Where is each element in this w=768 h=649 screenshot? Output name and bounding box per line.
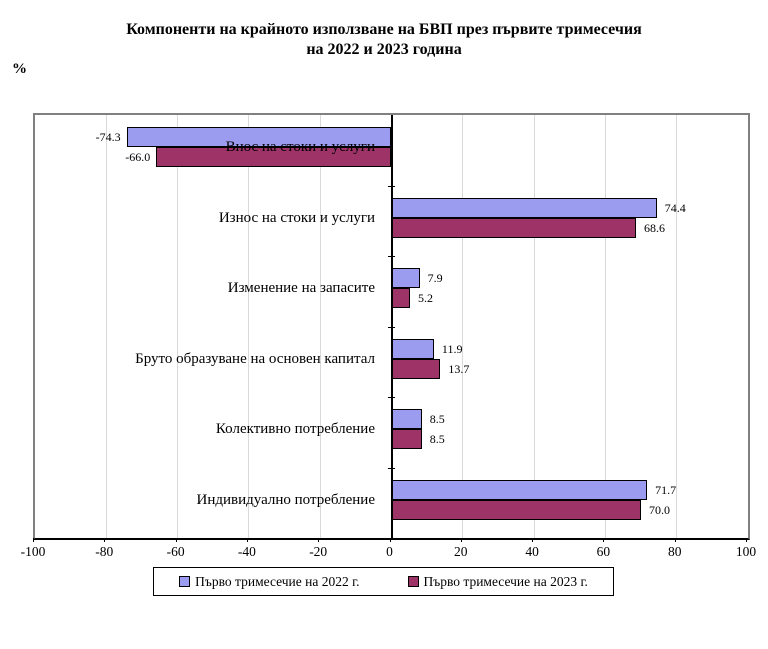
chart-title: Компоненти на крайното използване на БВП… [0, 20, 768, 60]
category-axis-tick [387, 397, 395, 398]
x-axis-tick-label: -20 [309, 544, 328, 559]
bar-q1-2022 [391, 338, 434, 359]
bar-value-label: 74.4 [664, 200, 686, 215]
x-axis-tickmark [246, 538, 248, 542]
chart-title-line1: Компоненти на крайното използване на БВП… [126, 21, 642, 38]
gridline-80 [676, 115, 678, 538]
x-axis-tick-label: 100 [735, 544, 757, 559]
category-label: Внос на стоки и услуги [225, 139, 375, 155]
axis-unit-label: % [12, 61, 27, 77]
bar-value-label: 5.2 [418, 291, 434, 305]
gridline--40 [248, 115, 250, 538]
x-axis-tickmark [33, 538, 34, 542]
category-axis-tick [387, 326, 395, 328]
legend-label: Първо тримесечие на 2023 г. [423, 573, 588, 589]
bar-value-label: 11.9 [441, 341, 463, 356]
bar-q1-2022 [391, 197, 657, 218]
x-axis-tickmark [532, 538, 534, 542]
chart-title-line2: на 2022 и 2023 година [306, 41, 462, 58]
bar-q1-2022 [391, 479, 648, 500]
bar-value-label: 7.9 [427, 271, 443, 285]
x-axis-tickmark [746, 538, 747, 542]
bar-q1-2023 [391, 358, 441, 379]
bar-q1-2022 [391, 409, 422, 429]
plot-area: -74.3 -66.0 Внос на стоки и услуги 74.4 68.6… [33, 113, 750, 540]
x-axis-tick-label: -60 [166, 544, 185, 559]
legend-entry-2022: Първо тримесечие на 2022 г. [179, 573, 360, 590]
legend-label: Първо тримесечие на 2022 г. [195, 573, 360, 589]
x-axis-tick-label: -80 [95, 544, 114, 559]
category-label: Бруто образуване на основен капитал [135, 350, 375, 367]
x-axis: -100 -80 -60 -40 -20 0 20 40 60 80 100 [21, 538, 756, 568]
x-axis-tickmark [318, 538, 320, 542]
category-axis-tick [387, 256, 395, 257]
legend-swatch-icon [407, 576, 419, 587]
x-axis-tick-label: 20 [454, 544, 468, 559]
x-axis-tick-label: 0 [386, 544, 393, 559]
bar-q1-2023 [391, 499, 642, 520]
bar-value-label: 68.6 [644, 220, 666, 235]
category-label: Индивидуално потребление [196, 491, 375, 508]
x-axis-tickmark [603, 538, 605, 542]
category-label: Изменение на запасите [227, 280, 375, 296]
category-axis-tick [387, 467, 395, 469]
x-axis-tick-label: 60 [596, 544, 611, 559]
bar-value-label: 8.5 [429, 412, 445, 426]
category-label: Износ на стоки и услуги [218, 209, 375, 226]
x-axis-tickmark [175, 538, 177, 542]
x-axis-tick-label: -100 [20, 544, 46, 559]
bar-value-label: -66.0 [125, 150, 151, 164]
bar-q1-2023 [391, 429, 422, 449]
legend: Първо тримесечие на 2022 г. Първо тримесе… [153, 567, 614, 596]
x-axis-tick-label: -40 [237, 544, 256, 559]
gridline-60 [604, 115, 606, 538]
bar-value-label: -74.3 [95, 130, 121, 144]
bar-value-label: 71.7 [655, 482, 677, 497]
x-axis-tick-label: 80 [667, 544, 682, 559]
gridline-40 [533, 115, 535, 538]
bar-value-label: 8.5 [429, 432, 445, 446]
x-axis-tickmark [104, 538, 106, 542]
gridline-20 [462, 115, 464, 538]
bar-value-label: 70.0 [649, 502, 671, 517]
bar-q1-2022 [391, 268, 420, 288]
gridline--80 [105, 115, 107, 538]
x-axis-tickmark [389, 538, 391, 542]
category-axis-tick [387, 185, 395, 187]
legend-entry-2023: Първо тримесечие на 2023 г. [407, 573, 588, 590]
gridline--60 [177, 115, 179, 538]
x-axis-tickmark [674, 538, 676, 542]
bar-q1-2023 [391, 288, 411, 308]
x-axis-tick-label: 40 [525, 544, 539, 559]
legend-swatch-icon [179, 576, 191, 587]
bar-q1-2023 [391, 217, 637, 238]
gridline--20 [319, 115, 321, 538]
x-axis-tickmark [460, 538, 462, 542]
category-label: Колективно потребление [215, 421, 375, 437]
bar-value-label: 13.7 [448, 361, 470, 376]
